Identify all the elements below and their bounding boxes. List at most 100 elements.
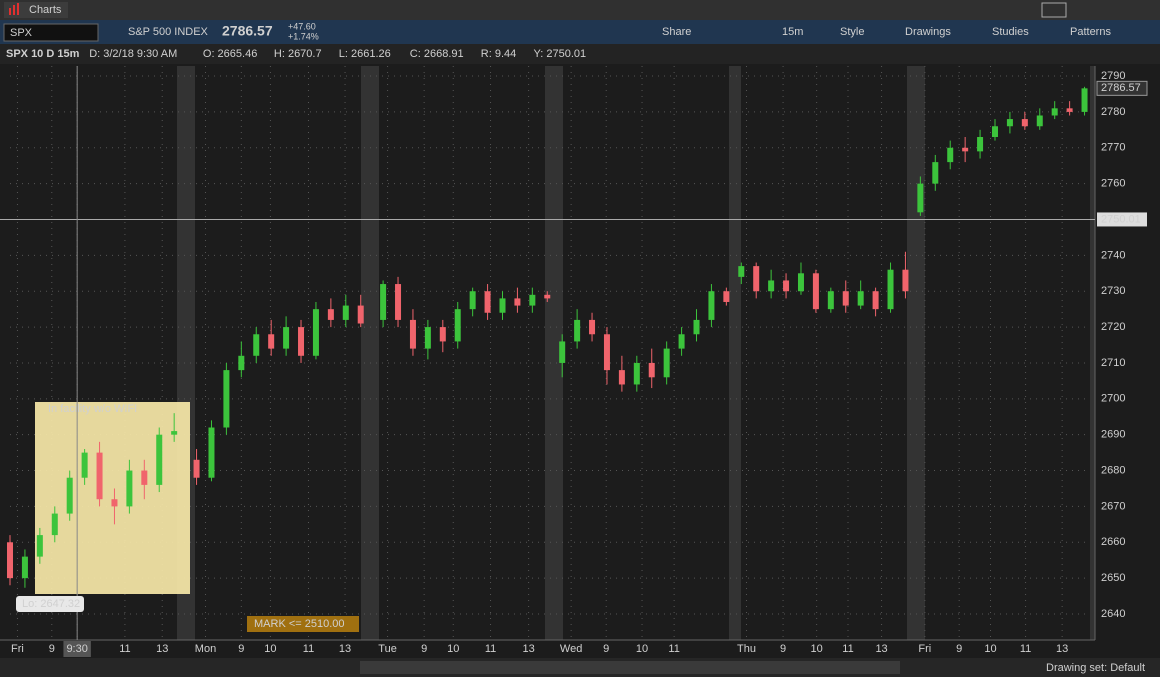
candle-body	[618, 370, 625, 385]
candle-body	[193, 459, 200, 478]
candle-body	[51, 513, 58, 536]
y-tick-label: 2640	[1101, 608, 1125, 620]
candle-body	[633, 362, 640, 385]
candle-body	[395, 284, 402, 320]
y-tick-label: 2770	[1101, 142, 1125, 154]
candle-body	[544, 294, 551, 299]
candle-body	[499, 298, 506, 313]
candle-body	[708, 291, 715, 320]
candle-body	[312, 309, 319, 356]
candle-body	[1036, 115, 1043, 127]
info-field: H: 2670.7	[274, 48, 322, 60]
y-tick-label: 2660	[1101, 536, 1125, 548]
toolbar-button[interactable]: Style	[840, 26, 864, 38]
candle-body	[842, 291, 849, 306]
x-tick-label: 10	[264, 643, 276, 655]
tab[interactable]	[4, 2, 68, 18]
window-button[interactable]	[1041, 2, 1067, 18]
change: +47.60	[288, 21, 316, 31]
info-field: R: 9.44	[481, 48, 516, 60]
info-field: O: 2665.46	[203, 48, 257, 60]
candle-body	[126, 470, 133, 507]
title-bar	[0, 0, 1160, 20]
candle-body	[514, 298, 521, 306]
candle-body	[1066, 108, 1073, 112]
y-tick-label: 2790	[1101, 70, 1125, 82]
candle-body	[857, 291, 864, 306]
y-tick-label: 2690	[1101, 429, 1125, 441]
candle-body	[887, 269, 894, 310]
note-text: In facility w/o WIFI	[48, 403, 137, 415]
candle-body	[409, 319, 416, 349]
x-tick-label: 9	[421, 643, 427, 655]
candle-body	[424, 327, 431, 349]
candle-body	[327, 309, 334, 320]
symbol-box[interactable]	[3, 23, 99, 42]
toolbar-button[interactable]: Studies	[992, 26, 1029, 38]
y-tick-label: 2760	[1101, 178, 1125, 190]
x-tick-label: Fri	[11, 643, 24, 655]
candle-body	[283, 327, 290, 349]
info-bar	[0, 44, 1160, 64]
window-title: Charts	[29, 4, 62, 16]
scroll-thumb[interactable]	[360, 661, 900, 674]
toolbar-button[interactable]: Drawings	[905, 26, 951, 38]
icon	[9, 8, 11, 15]
x-tick-label: 9:30	[66, 643, 87, 655]
toolbar-button[interactable]: 15m	[782, 26, 803, 38]
cursor-price: 2750.01	[1101, 213, 1141, 225]
x-tick-label: 13	[339, 643, 351, 655]
candle-body	[469, 291, 476, 310]
low-label: Lo: 2647.32	[22, 598, 80, 610]
symbol: SPX	[10, 27, 33, 39]
x-tick-label: Thu	[737, 643, 756, 655]
candle-body	[36, 535, 43, 557]
toolbar-button[interactable]: Patterns	[1070, 26, 1111, 38]
candle-body	[902, 269, 909, 292]
x-tick-label: 11	[1020, 643, 1031, 655]
x-tick-label: Wed	[560, 643, 582, 655]
x-tick-label: 11	[485, 643, 496, 655]
candle-body	[693, 319, 700, 335]
candle-body	[574, 319, 581, 342]
candle-body	[917, 183, 924, 213]
toolbar	[0, 20, 1160, 44]
x-tick-label: 13	[156, 643, 168, 655]
candle-body	[253, 334, 260, 356]
candle-body	[238, 355, 245, 371]
session-band	[1090, 66, 1095, 640]
y-tick-label: 2700	[1101, 393, 1125, 405]
x-tick-label: Fri	[918, 643, 931, 655]
candle-body	[723, 291, 730, 302]
candle-body	[783, 280, 790, 292]
info-field: SPX 10 D 15m	[6, 48, 80, 60]
candle-body	[663, 348, 670, 378]
x-tick-label: 10	[811, 643, 823, 655]
x-tick-label: Tue	[378, 643, 397, 655]
candle-body	[171, 431, 178, 435]
x-tick-label: 11	[668, 643, 679, 655]
candle-body	[21, 556, 28, 579]
change-pct: +1.74%	[288, 31, 319, 41]
x-tick-label: 13	[1056, 643, 1068, 655]
candle-body	[268, 334, 275, 349]
candle-body	[932, 162, 939, 184]
y-tick-label: 2710	[1101, 357, 1125, 369]
candle-body	[648, 362, 655, 378]
candle-body	[962, 147, 969, 152]
y-tick-label: 2730	[1101, 285, 1125, 297]
alert-tag	[247, 616, 359, 632]
candle-body	[797, 273, 804, 292]
x-tick-label: 9	[603, 643, 609, 655]
x-tick-label: 11	[119, 643, 130, 655]
toolbar-button[interactable]: Share	[662, 26, 691, 38]
low-box	[16, 596, 84, 612]
candle-body	[66, 477, 73, 514]
candle-body	[1081, 88, 1088, 112]
x-tick-label: 11	[842, 643, 853, 655]
candle-body	[380, 284, 387, 320]
candle-body	[7, 542, 13, 579]
x-tick-label: 10	[447, 643, 459, 655]
x-tick-label: 9	[49, 643, 55, 655]
